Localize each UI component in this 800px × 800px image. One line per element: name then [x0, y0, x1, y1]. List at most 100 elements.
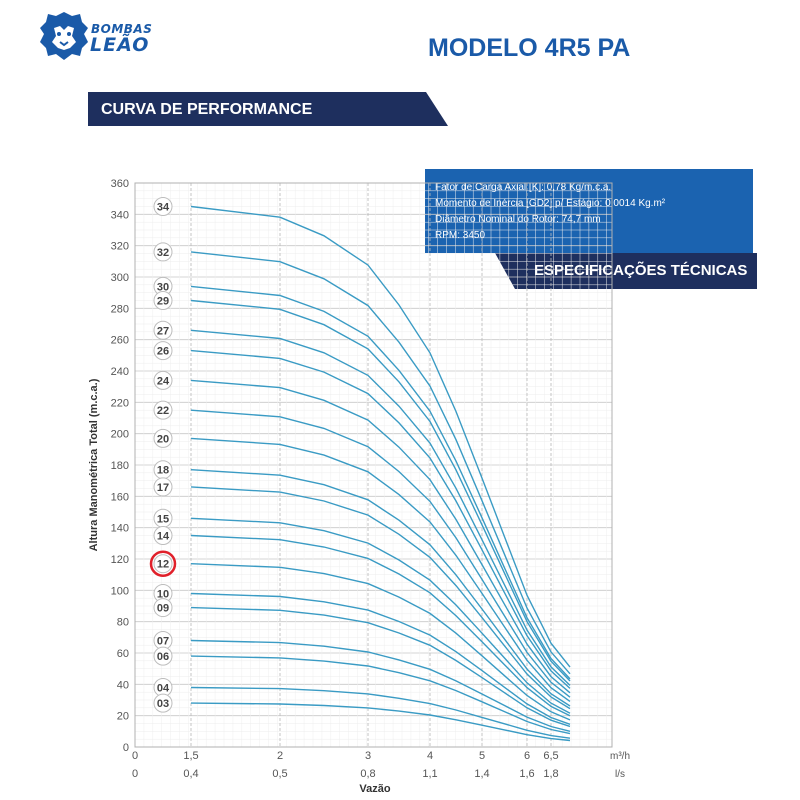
x-tick-label-ls: 1,8 — [543, 768, 558, 780]
y-tick-label: 340 — [111, 209, 129, 221]
x-tick-label-m3h: 3 — [365, 750, 371, 762]
stage-label: 20 — [157, 433, 169, 445]
stage-label: 07 — [157, 635, 169, 647]
brand-line2: LEÃO — [90, 34, 150, 56]
curve-stage-26 — [190, 349, 571, 689]
y-tick-label: 100 — [111, 585, 129, 597]
y-tick-label: 300 — [111, 272, 129, 284]
curve-stage-20 — [190, 437, 571, 702]
x-tick-label-m3h: 2 — [277, 750, 283, 762]
stage-badge — [153, 291, 173, 310]
stage-label: 22 — [157, 405, 169, 417]
curve-stage-18 — [190, 469, 571, 707]
curve-stage-32 — [190, 251, 571, 675]
highlight-ring — [149, 550, 177, 577]
stage-label: 03 — [157, 698, 169, 710]
stage-badge — [153, 242, 173, 262]
curve-stage-22 — [190, 409, 571, 698]
brand-line1: BOMBAS — [91, 22, 153, 36]
stage-badge — [153, 370, 173, 390]
stage-label: 10 — [157, 588, 169, 600]
stage-label: 09 — [157, 603, 169, 615]
x-tick-label-m3h: 4 — [427, 750, 433, 762]
y-tick-label: 360 — [111, 178, 129, 190]
x-tick-label-m3h: 1,5 — [183, 750, 198, 762]
stage-badge — [153, 693, 173, 713]
x-tick-label-ls: 0,8 — [360, 768, 375, 780]
curve-stage-14 — [190, 534, 571, 717]
y-tick-label: 240 — [111, 366, 129, 378]
y-tick-label: 140 — [111, 523, 129, 535]
spec-inertia: Momento de Inércia [GD2] p/ Estágio: 0,0… — [435, 198, 666, 209]
stage-label: 29 — [157, 296, 169, 308]
specs-title: ESPECIFICAÇÕES TÉCNICAS — [534, 262, 748, 279]
stage-label: 24 — [157, 375, 170, 387]
curve-stage-10 — [190, 592, 571, 725]
curve-stage-03 — [190, 702, 571, 742]
curve-stage-15 — [190, 517, 571, 714]
x-tick-label-m3h: 6,5 — [543, 750, 558, 762]
spec-rpm: RPM: 3450 — [435, 230, 486, 241]
stage-label: 30 — [157, 281, 169, 293]
performance-banner — [88, 92, 448, 126]
lion-logo-icon — [40, 12, 88, 60]
curve-stage-07 — [190, 639, 571, 732]
stage-badge — [153, 320, 173, 340]
y-tick-label: 220 — [111, 397, 129, 409]
stage-badge — [153, 428, 173, 448]
curve-stage-34 — [190, 205, 571, 668]
stage-label: 14 — [157, 531, 170, 543]
curve-stage-29 — [190, 299, 571, 682]
x-tick-label-ls: 0,4 — [183, 768, 198, 780]
stage-badge — [153, 554, 173, 574]
y-tick-label: 20 — [117, 711, 129, 723]
y-tick-label: 80 — [117, 617, 129, 629]
y-tick-label: 60 — [117, 648, 129, 660]
x-tick-label-m3h: 0 — [132, 750, 138, 762]
y-tick-label: 200 — [111, 429, 129, 441]
stage-label: 26 — [157, 346, 169, 358]
y-tick-label: 0 — [123, 742, 129, 754]
stage-badge — [153, 400, 173, 420]
y-tick-label: 280 — [111, 303, 129, 315]
section-title: CURVA DE PERFORMANCE — [101, 101, 313, 118]
x-unit-ls: l/s — [615, 769, 625, 780]
curve-stage-04 — [190, 686, 571, 739]
stage-badge — [153, 197, 173, 216]
stage-label: 34 — [157, 202, 170, 214]
model-title: MODELO 4R5 PA — [428, 34, 631, 62]
x-unit-m3h: m³/h — [610, 751, 630, 762]
stage-badge — [153, 341, 173, 361]
stage-badge — [153, 598, 173, 618]
curve-stage-09 — [190, 606, 571, 728]
x-tick-label-ls: 0,5 — [272, 768, 287, 780]
x-tick-label-ls: 1,6 — [519, 768, 534, 780]
curve-stage-12 — [190, 563, 571, 721]
y-tick-label: 120 — [111, 554, 129, 566]
curve-stage-27 — [190, 329, 571, 686]
brand-logo: BOMBAS LEÃO — [38, 10, 173, 62]
stage-badge — [153, 477, 173, 497]
y-tick-label: 40 — [117, 679, 129, 691]
spec-axial-load: Fator de Carga Axial [K]: 0,78 Kg/m.c.a. — [435, 182, 612, 193]
x-tick-label-ls: 1,4 — [474, 768, 489, 780]
stage-label: 06 — [157, 651, 169, 663]
plot-frame — [134, 182, 613, 748]
y-tick-label: 320 — [111, 241, 129, 253]
curve-stage-17 — [190, 486, 571, 710]
x-tick-label-ls: 0 — [132, 768, 138, 780]
y-axis-label: Altura Manométrica Total (m.c.a.) — [88, 378, 100, 551]
x-axis-label: Vazão — [359, 783, 390, 795]
x-tick-label-m3h: 6 — [524, 750, 530, 762]
stage-label: 04 — [157, 682, 170, 694]
stage-label: 12 — [157, 559, 169, 571]
curve-stage-24 — [190, 379, 571, 694]
specs-banner — [495, 253, 757, 289]
x-tick-label-m3h: 5 — [479, 750, 485, 762]
curve-stage-30 — [190, 285, 571, 680]
stage-label: 17 — [157, 482, 169, 494]
y-tick-label: 180 — [111, 460, 129, 472]
stage-label: 27 — [157, 325, 169, 337]
stage-label: 15 — [157, 513, 169, 525]
